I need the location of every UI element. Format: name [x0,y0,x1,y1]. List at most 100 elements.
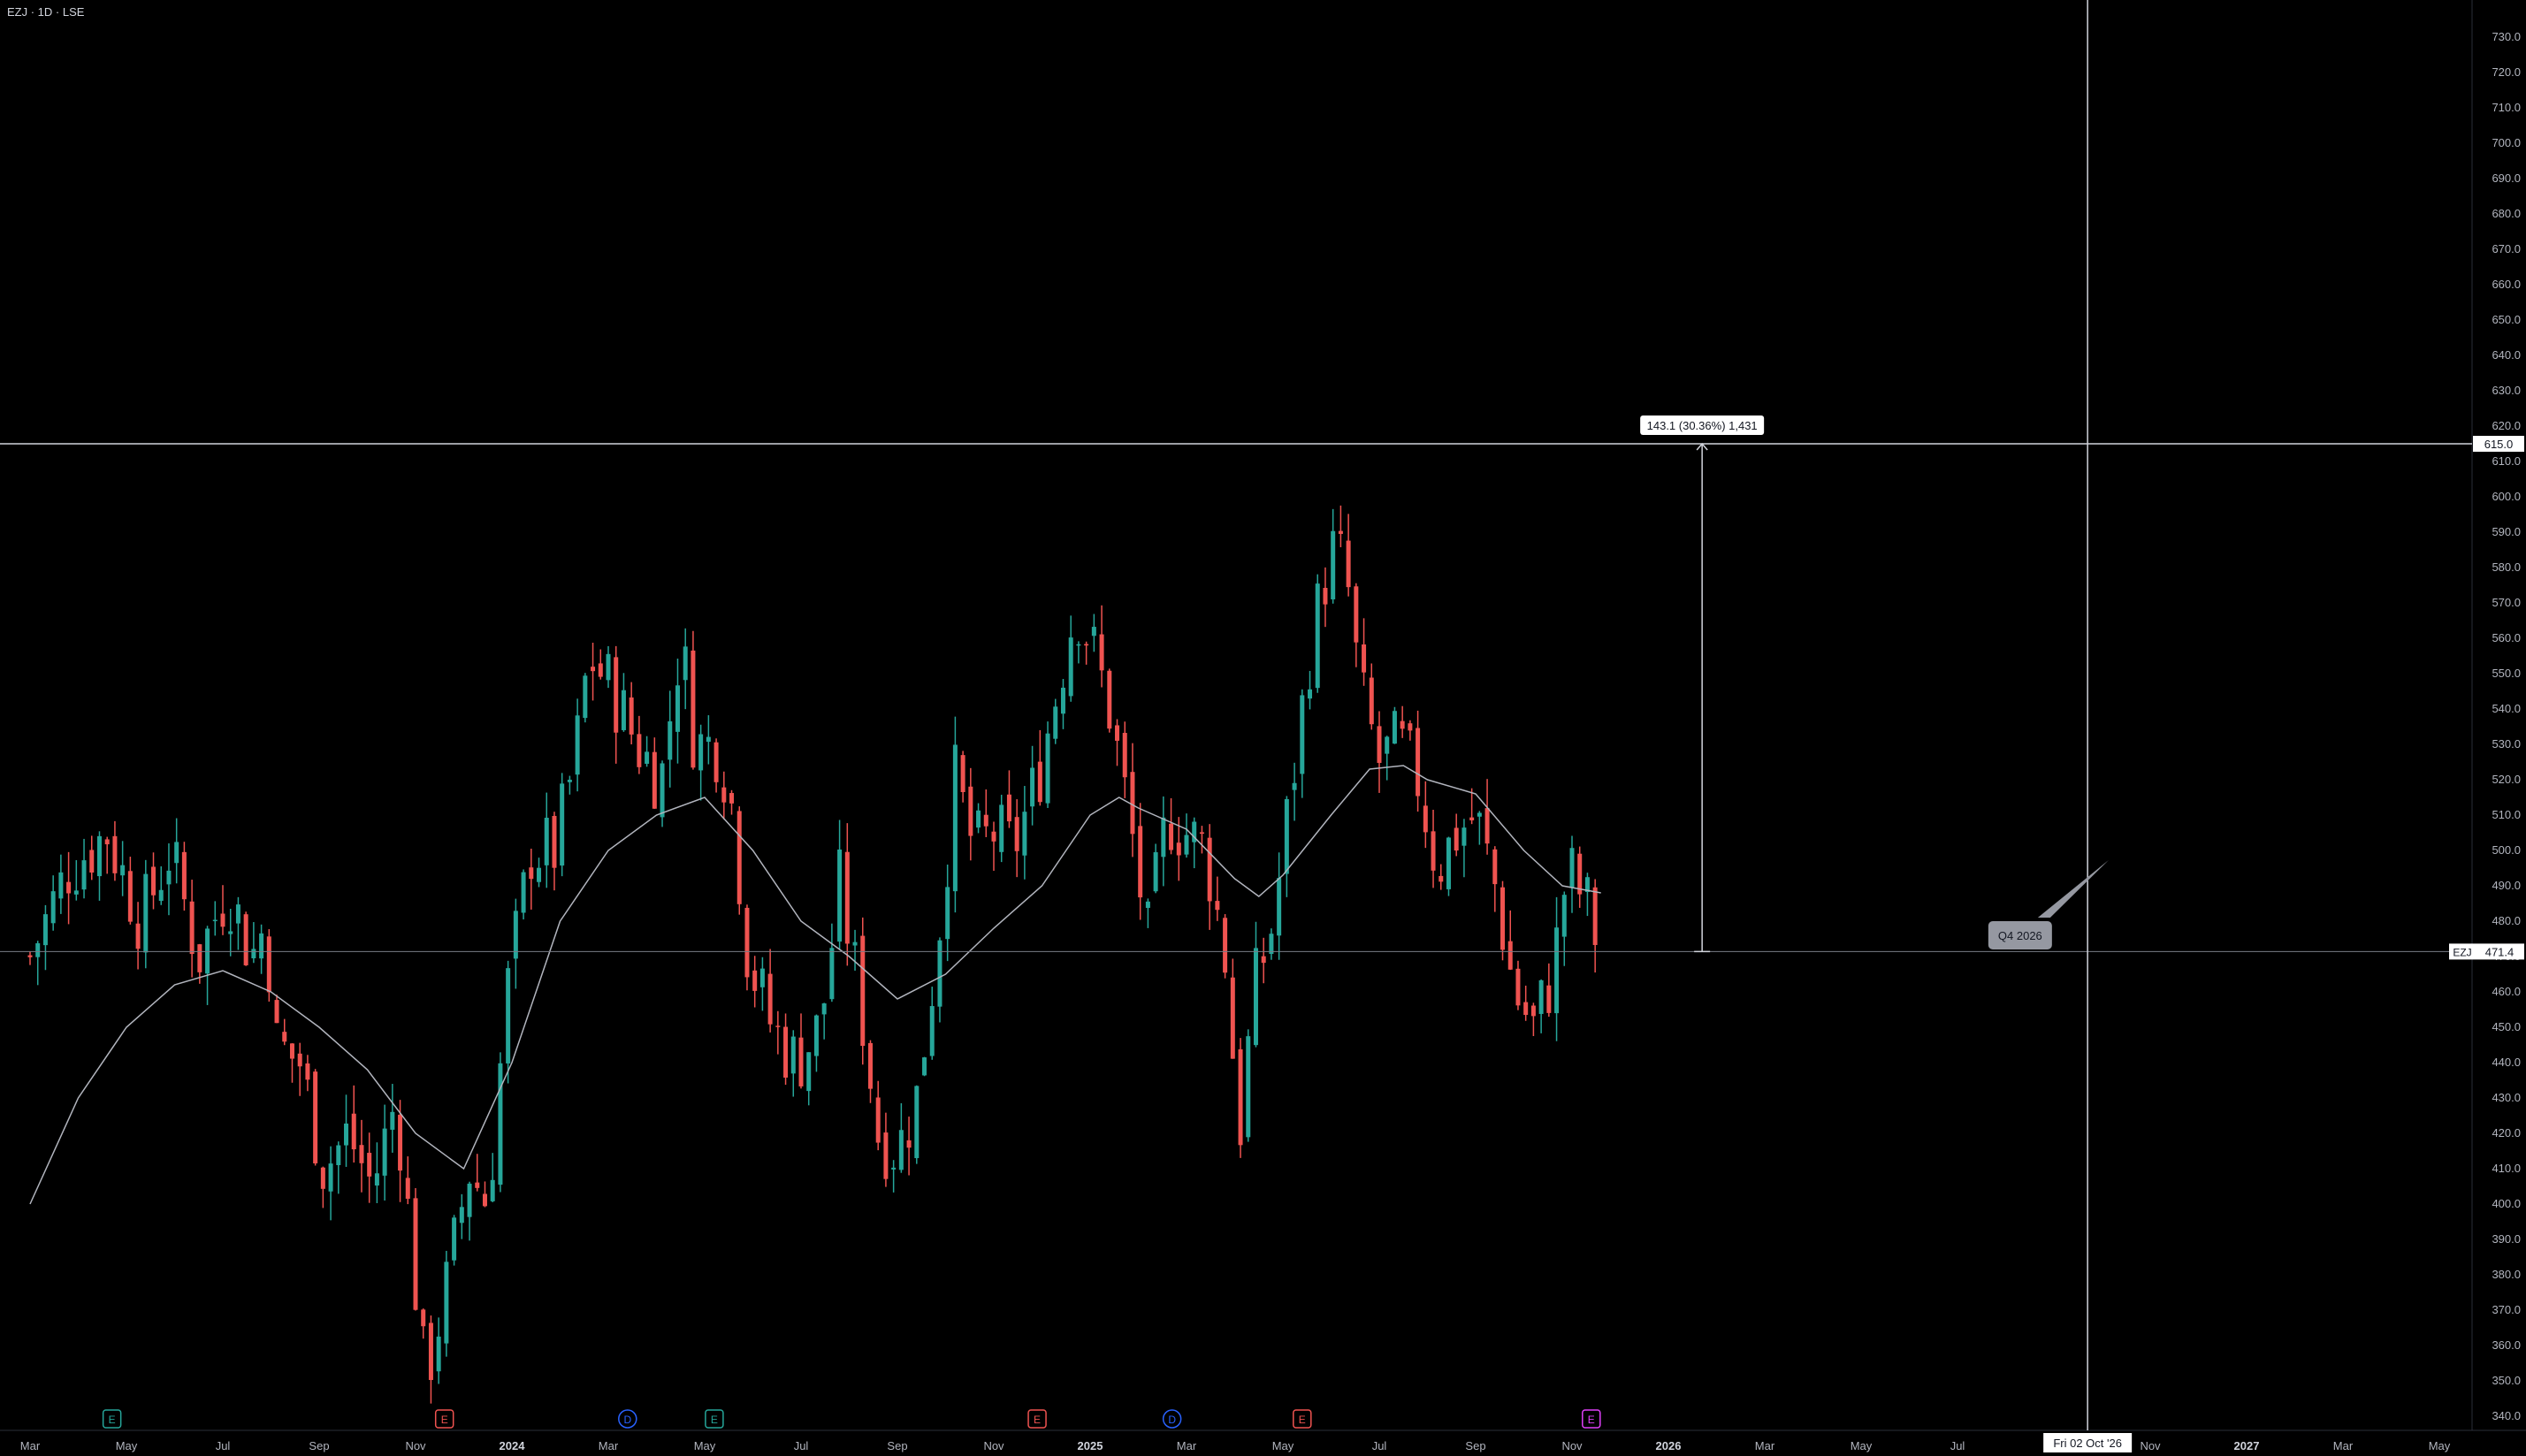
earnings-marker[interactable] [1293,1409,1312,1429]
candle-body [721,787,727,803]
candle-body [320,1167,325,1189]
dividend-marker[interactable] [618,1409,637,1429]
time-axis-tick: 2026 [1656,1439,1682,1452]
candle-body [428,1323,433,1381]
price-axis-tick: 360.0 [2492,1338,2521,1352]
candle-body [35,942,41,957]
time-axis-tick: Jul [794,1439,809,1452]
symbol-title[interactable]: EZJ · 1D · LSE [7,5,85,19]
candle-body [1169,823,1174,850]
candle-body [968,786,973,836]
candle-body [351,1113,356,1150]
candle-body [1377,726,1382,763]
candle-body [637,734,642,767]
price-axis-tick: 480.0 [2492,914,2521,927]
candle-body [1546,985,1552,1013]
candle-body [552,815,557,868]
candle-body [1130,772,1135,835]
time-axis-tick: May [1851,1439,1873,1452]
candle-body [475,1182,480,1188]
time-axis-tick: Jul [216,1439,231,1452]
price-range-measure[interactable]: 143.1 (30.36%) 1,431 [1640,415,1765,953]
candle-body [1153,852,1158,892]
dividend-marker[interactable] [1162,1409,1182,1429]
candle-body [844,851,850,944]
horizontal-line-price-badge[interactable] [2473,436,2524,452]
candle-body [945,887,950,940]
price-axis-tick: 350.0 [2492,1374,2521,1387]
candle-body [27,955,33,957]
price-axis-tick: 550.0 [2492,667,2521,680]
candle-body [289,1043,294,1059]
candle-body [513,911,518,959]
candle-body [1045,733,1050,804]
candle-body [1346,540,1351,588]
time-axis-tick: May [116,1439,138,1452]
candle-body [1161,817,1166,858]
time-axis-tick: Sep [1465,1439,1485,1452]
candle-body [798,1037,804,1086]
price-axis-tick: 460.0 [2492,985,2521,998]
price-axis-tick: 730.0 [2492,30,2521,43]
candle-body [1014,817,1019,851]
candle-body [591,667,596,672]
candle-body [42,914,48,946]
candle-body [197,944,202,972]
candle-body [1269,934,1274,955]
candle-body [328,1163,333,1192]
earnings-marker[interactable] [434,1409,454,1429]
candle-body [1331,530,1336,599]
candle-body [482,1193,487,1207]
candle-body [537,867,542,882]
candle-body [867,1042,873,1089]
candle-body [614,657,619,733]
candle-body [660,763,665,818]
candle-body [1584,877,1590,893]
earnings-marker[interactable] [705,1409,724,1429]
candle-body [567,780,572,782]
candle-body [158,889,164,902]
time-axis-tick: Nov [2140,1439,2161,1452]
last-price-badge [2476,943,2524,960]
candle-body [575,715,580,775]
price-axis-tick: 380.0 [2492,1268,2521,1281]
time-axis-tick: Nov [983,1439,1004,1452]
earnings-marker[interactable] [1027,1409,1047,1429]
time-axis-tick: May [1272,1439,1294,1452]
candle-body [621,690,626,730]
candle-body [1577,853,1583,895]
candle-body [1277,878,1282,936]
candle-body [459,1207,464,1223]
candle-body [790,1036,796,1074]
candle-body [1122,733,1127,778]
earnings-marker[interactable] [1582,1409,1601,1429]
candle-body [66,881,72,894]
candle-body [1538,980,1544,1014]
candle-body [452,1217,457,1261]
candle-body [1246,1036,1251,1138]
time-axis-tick: Sep [887,1439,907,1452]
last-price-value: 471.4 [2485,945,2515,958]
price-axis[interactable]: 340.0 350.0 360.0 370.0 380.0 390.0 400.0 410.0… [2492,30,2521,1422]
candle-body [1469,817,1475,820]
candle-body [937,940,942,1007]
event-marker-letter: E [1034,1414,1041,1426]
candle-body [1561,895,1567,937]
candle-body [282,1032,287,1042]
price-axis-tick: 510.0 [2492,808,2521,821]
candle-body [498,1063,503,1185]
candle-body [598,663,603,677]
earnings-marker[interactable] [102,1409,122,1429]
candle-body [668,720,673,760]
price-axis-tick: 580.0 [2492,560,2521,574]
candle-body [405,1178,410,1200]
candle-body [243,914,248,965]
time-axis-tick: Mar [20,1439,41,1452]
candle-body [235,904,240,924]
candle-body [506,968,511,1063]
candle-body [212,919,217,922]
candle-body [181,851,187,900]
last-price-symbol-badge [2449,943,2476,960]
candle-body [112,835,118,873]
